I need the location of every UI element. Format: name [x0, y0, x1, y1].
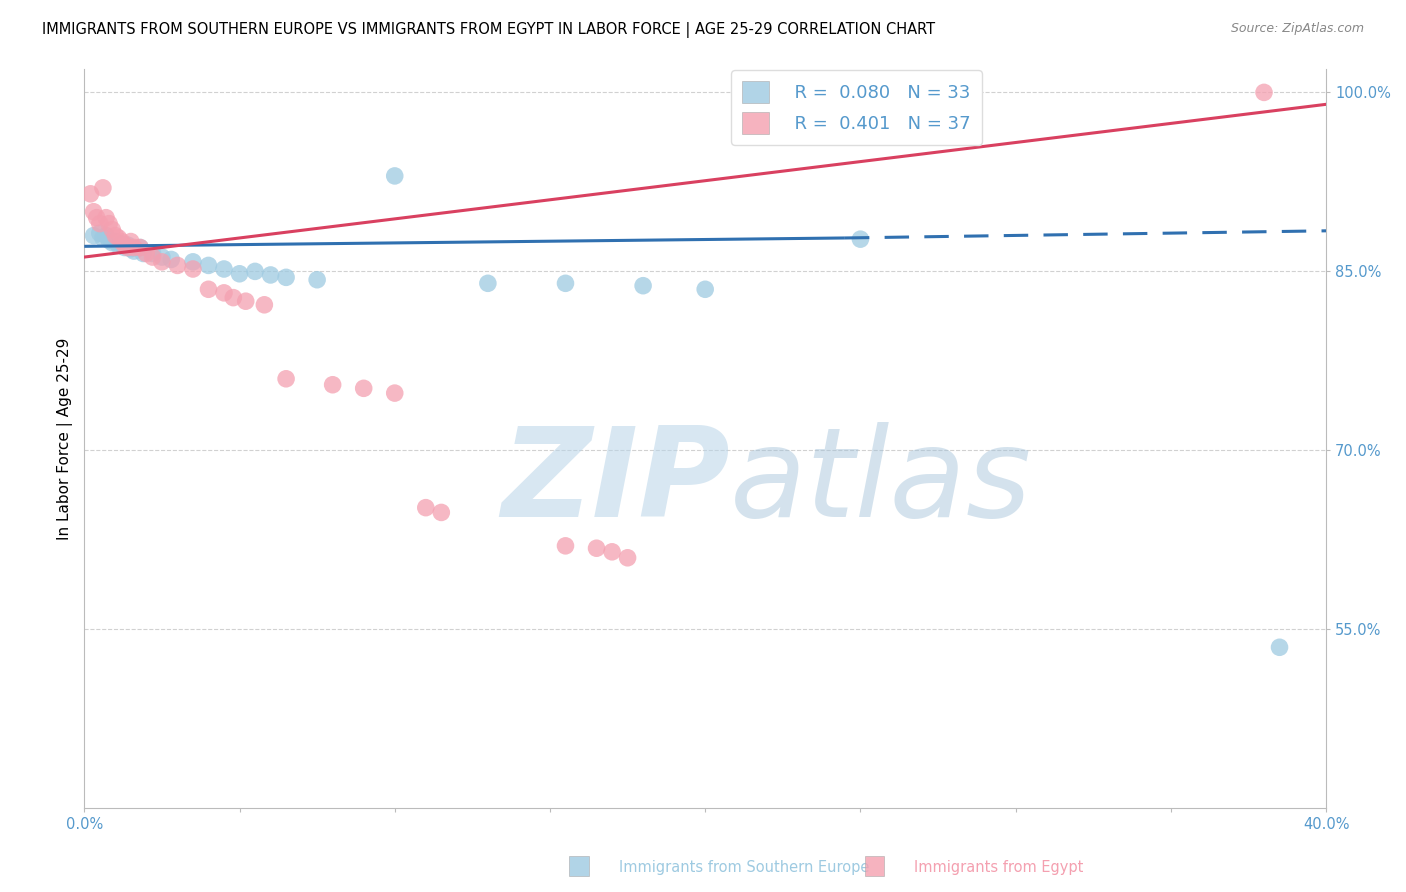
Point	[307, 273, 329, 287]
Point	[430, 505, 453, 519]
Point	[353, 381, 375, 395]
Point	[212, 262, 235, 277]
Point	[83, 204, 105, 219]
Point	[274, 372, 297, 386]
Point	[1253, 86, 1275, 100]
Legend:   R =  0.080   N = 33,   R =  0.401   N = 37: R = 0.080 N = 33, R = 0.401 N = 37	[731, 70, 981, 145]
Point	[142, 250, 165, 264]
Point	[616, 550, 638, 565]
Text: IMMIGRANTS FROM SOUTHERN EUROPE VS IMMIGRANTS FROM EGYPT IN LABOR FORCE | AGE 25: IMMIGRANTS FROM SOUTHERN EUROPE VS IMMIG…	[42, 22, 935, 38]
Point	[107, 231, 129, 245]
Point	[117, 238, 139, 252]
Point	[142, 246, 165, 260]
Point	[135, 246, 157, 260]
Point	[197, 282, 219, 296]
Point	[384, 386, 406, 401]
Point	[415, 500, 437, 515]
Point	[554, 277, 576, 291]
Point	[384, 169, 406, 183]
Point	[695, 282, 717, 296]
Point	[117, 240, 139, 254]
Point	[89, 217, 111, 231]
Point	[120, 235, 142, 249]
Point	[477, 277, 499, 291]
Point	[89, 226, 111, 240]
Point	[631, 278, 654, 293]
Point	[243, 264, 266, 278]
Text: atlas: atlas	[730, 422, 1032, 543]
Point	[129, 240, 152, 254]
Point	[110, 236, 132, 251]
Point	[228, 267, 250, 281]
Text: Immigrants from Egypt: Immigrants from Egypt	[914, 860, 1083, 874]
Text: Immigrants from Southern Europe: Immigrants from Southern Europe	[619, 860, 869, 874]
Point	[600, 545, 623, 559]
Point	[86, 211, 108, 225]
Point	[1268, 640, 1291, 655]
Point	[120, 242, 142, 256]
Text: ZIP: ZIP	[502, 422, 730, 543]
Point	[122, 240, 145, 254]
Point	[98, 217, 121, 231]
Point	[253, 298, 276, 312]
Point	[259, 268, 281, 282]
Point	[197, 259, 219, 273]
Point	[98, 233, 121, 247]
Point	[94, 228, 117, 243]
Point	[114, 238, 136, 252]
Point	[150, 255, 173, 269]
Point	[274, 270, 297, 285]
Point	[222, 291, 245, 305]
Point	[212, 285, 235, 300]
Point	[104, 235, 127, 249]
Point	[166, 259, 188, 273]
Point	[104, 228, 127, 243]
Point	[849, 232, 872, 246]
Point	[110, 235, 132, 249]
Point	[91, 181, 114, 195]
Point	[132, 246, 155, 260]
Point	[79, 186, 101, 201]
Point	[129, 240, 152, 254]
Point	[150, 250, 173, 264]
Point	[101, 235, 124, 250]
Point	[107, 238, 129, 252]
Point	[160, 252, 183, 267]
Point	[122, 244, 145, 258]
Point	[554, 539, 576, 553]
Point	[101, 222, 124, 236]
Point	[83, 228, 105, 243]
Text: Source: ZipAtlas.com: Source: ZipAtlas.com	[1230, 22, 1364, 36]
Point	[91, 231, 114, 245]
Point	[94, 211, 117, 225]
Point	[322, 377, 344, 392]
Point	[114, 240, 136, 254]
Point	[181, 262, 204, 277]
Point	[585, 541, 607, 556]
Y-axis label: In Labor Force | Age 25-29: In Labor Force | Age 25-29	[58, 337, 73, 540]
Point	[181, 255, 204, 269]
Point	[235, 294, 257, 309]
